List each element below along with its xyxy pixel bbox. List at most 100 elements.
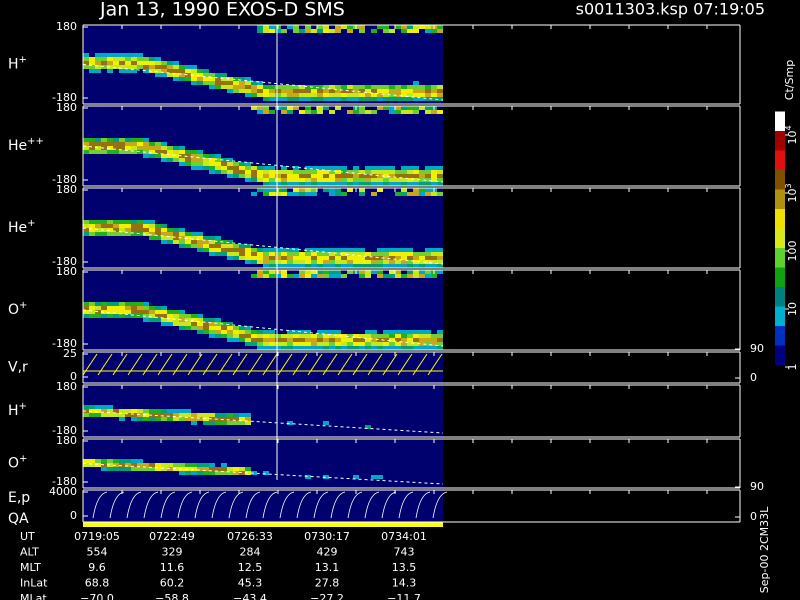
spectrogram-cell bbox=[437, 334, 443, 338]
spectrogram-cell bbox=[419, 330, 425, 334]
spectrogram-cell bbox=[215, 252, 221, 256]
spectrogram-cell bbox=[335, 334, 341, 338]
spectrogram-cell bbox=[353, 110, 359, 114]
spectrogram-cell bbox=[383, 338, 389, 342]
spectrogram-cell bbox=[425, 334, 431, 338]
spectrogram-cell bbox=[419, 106, 425, 110]
spectrogram-cell bbox=[101, 220, 107, 224]
spectrogram-cell bbox=[227, 166, 233, 170]
spectrogram-cell bbox=[179, 322, 185, 326]
spectrogram-cell bbox=[401, 192, 407, 196]
spectrogram-cell bbox=[371, 93, 377, 97]
spectrogram-cell bbox=[113, 467, 119, 471]
spectrogram-cell bbox=[251, 260, 257, 264]
orbit-value: 429 bbox=[317, 546, 338, 559]
spectrogram-cell bbox=[161, 318, 167, 322]
spectrogram-cell bbox=[101, 314, 107, 318]
spectrogram-cell bbox=[179, 314, 185, 318]
spectrogram-cell bbox=[221, 467, 227, 471]
spectrogram-cell bbox=[323, 252, 329, 256]
spectrogram-cell bbox=[329, 188, 335, 192]
spectrogram-cell bbox=[389, 338, 395, 342]
spectrogram-cell bbox=[221, 166, 227, 170]
spectrogram-cell bbox=[263, 93, 269, 97]
colorbar-segment bbox=[775, 228, 785, 248]
colorbar-label-base: 10 bbox=[786, 131, 799, 145]
spectrogram-cell bbox=[341, 346, 347, 350]
spectrogram-cell bbox=[113, 459, 119, 463]
orbit-value: 12.5 bbox=[238, 561, 263, 574]
spectrogram-cell bbox=[335, 93, 341, 97]
orbit-value: 60.2 bbox=[160, 577, 185, 590]
spectrogram-cell bbox=[257, 106, 263, 110]
spectrogram-cell bbox=[245, 252, 251, 256]
spectrogram-cell bbox=[107, 138, 113, 142]
spectrogram-cell bbox=[131, 53, 137, 57]
spectrogram-cell bbox=[233, 174, 239, 178]
spectrogram-cell bbox=[311, 89, 317, 93]
spectrogram-cell bbox=[149, 154, 155, 158]
spectrogram-cell bbox=[161, 154, 167, 158]
spectrogram-cell bbox=[335, 166, 341, 170]
spectrogram-cell bbox=[101, 65, 107, 69]
spectrogram-cell bbox=[419, 338, 425, 342]
spectrogram-cell bbox=[287, 342, 293, 346]
spectrogram-cell bbox=[371, 252, 377, 256]
spectrogram-cell bbox=[413, 93, 419, 97]
spectrogram-cell bbox=[197, 240, 203, 244]
colorbar-segment bbox=[775, 150, 785, 170]
spectrogram-cell bbox=[221, 77, 227, 81]
spectrogram-cell bbox=[227, 417, 233, 421]
spectrogram-cell bbox=[245, 162, 251, 166]
colorbar-segment bbox=[775, 111, 785, 131]
spectrogram-cell bbox=[437, 89, 443, 93]
spectrogram-cell bbox=[431, 260, 437, 264]
orbit-value: 13.1 bbox=[315, 561, 340, 574]
spectrogram-cell bbox=[131, 310, 137, 314]
spectrogram-cell bbox=[239, 77, 245, 81]
spectrogram-cell bbox=[407, 192, 413, 196]
energy-sweep bbox=[347, 491, 363, 519]
spectrogram-cell bbox=[389, 89, 395, 93]
spectrogram-cell bbox=[341, 338, 347, 342]
spectrogram-cell bbox=[95, 302, 101, 306]
spectrogram-cell bbox=[143, 463, 149, 467]
spectrogram-cell bbox=[239, 166, 245, 170]
spectrogram-cell bbox=[107, 57, 113, 61]
spectrogram-cell bbox=[419, 97, 425, 101]
spectrogram-cell bbox=[227, 252, 233, 256]
spectrogram-cell bbox=[137, 142, 143, 146]
spectrogram-cell bbox=[323, 85, 329, 89]
spectrogram-cell bbox=[197, 467, 203, 471]
orbit-value: 329 bbox=[162, 546, 183, 559]
spectrogram-cell bbox=[215, 471, 221, 475]
panel-label-sup: + bbox=[19, 453, 27, 464]
spectrogram-cell bbox=[209, 73, 215, 77]
spectrogram-cell bbox=[305, 192, 311, 196]
spectrogram-cell bbox=[329, 334, 335, 338]
spectrogram-cell bbox=[131, 69, 137, 73]
spectrogram-cell bbox=[203, 154, 209, 158]
spectrogram-cell bbox=[299, 260, 305, 264]
spectrogram-cell bbox=[299, 334, 305, 338]
spectrogram-cell bbox=[413, 182, 419, 186]
spectrogram-cell bbox=[107, 459, 113, 463]
spectrogram-cell bbox=[251, 274, 257, 278]
spectrogram-cell bbox=[335, 174, 341, 178]
spectrogram-cell bbox=[359, 85, 365, 89]
spectrogram-cell bbox=[191, 326, 197, 330]
spectrogram-cell bbox=[341, 25, 347, 29]
spectrogram-cell bbox=[413, 25, 419, 29]
orbit-row-label: MLat bbox=[20, 592, 47, 600]
spectrogram-cell bbox=[275, 260, 281, 264]
spectrogram-cell bbox=[89, 232, 95, 236]
spectrogram-cell bbox=[227, 240, 233, 244]
spectrogram-cell bbox=[419, 270, 425, 274]
spectrogram-cell bbox=[383, 274, 389, 278]
spectrogram-cell bbox=[221, 81, 227, 85]
spectrogram-cell bbox=[305, 338, 311, 342]
spectrogram-cell bbox=[83, 61, 89, 65]
spectrogram-cell bbox=[101, 459, 107, 463]
spectrogram-cell bbox=[341, 260, 347, 264]
spectrogram-cell bbox=[161, 73, 167, 77]
